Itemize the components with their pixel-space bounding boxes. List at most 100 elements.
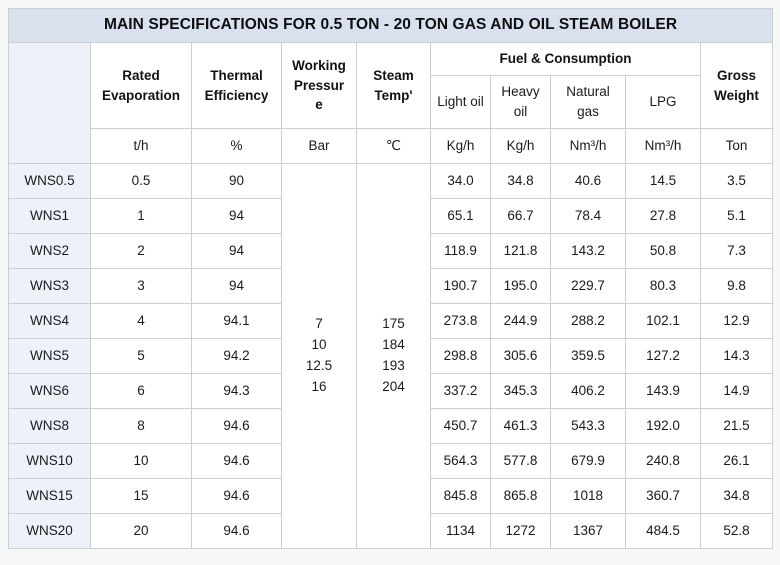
light-oil-cell: 65.1	[430, 198, 491, 234]
natural-gas-cell: 679.9	[550, 443, 626, 479]
thermal-efficiency-cell: 94.6	[191, 513, 282, 549]
thermal-efficiency-cell: 94.3	[191, 373, 282, 409]
heavy-oil-cell: 244.9	[490, 303, 551, 339]
heavy-oil-cell: 865.8	[490, 478, 551, 514]
col-header-fuel-consumption: Fuel & Consumption	[430, 42, 701, 76]
heavy-oil-cell: 1272	[490, 513, 551, 549]
light-oil-cell: 118.9	[430, 233, 491, 269]
table-row: WNS6 6 94.3 337.2 345.3 406.2 143.9 14.9	[8, 373, 774, 409]
table-row: WNS15 15 94.6 845.8 865.8 1018 360.7 34.…	[8, 478, 774, 514]
col-header-light-oil: Light oil	[430, 75, 491, 129]
thermal-efficiency-cell: 94.6	[191, 408, 282, 444]
lpg-cell: 484.5	[625, 513, 701, 549]
col-header-gross-weight: Gross Weight	[699, 42, 774, 129]
natural-gas-cell: 40.6	[550, 163, 626, 199]
table-row: WNS5 5 94.2 298.8 305.6 359.5 127.2 14.3	[8, 338, 774, 374]
rated-evaporation-cell: 15	[90, 478, 192, 514]
heavy-oil-cell: 34.8	[490, 163, 551, 199]
units-row: t/h % Bar ℃ Kg/h Kg/h Nm³/h Nm³/h Ton	[9, 128, 774, 164]
col-header-natural-gas: Natural gas	[550, 75, 626, 129]
model-cell: WNS4	[8, 303, 91, 339]
model-cell: WNS5	[8, 338, 91, 374]
rated-evaporation-cell: 6	[90, 373, 192, 409]
lpg-cell: 192.0	[625, 408, 701, 444]
light-oil-cell: 564.3	[430, 443, 491, 479]
natural-gas-cell: 1018	[550, 478, 626, 514]
unit-heavy-oil: Kg/h	[490, 128, 551, 164]
lpg-cell: 80.3	[625, 268, 701, 304]
light-oil-cell: 337.2	[430, 373, 491, 409]
lpg-cell: 102.1	[625, 303, 701, 339]
unit-natural-gas: Nm³/h	[550, 128, 626, 164]
gross-weight-cell: 9.8	[699, 268, 774, 304]
natural-gas-cell: 78.4	[550, 198, 626, 234]
lpg-cell: 127.2	[625, 338, 701, 374]
model-cell: WNS20	[8, 513, 91, 549]
thermal-efficiency-cell: 94	[191, 233, 282, 269]
light-oil-cell: 190.7	[430, 268, 491, 304]
gross-weight-cell: 3.5	[699, 163, 774, 199]
model-cell: WNS6	[8, 373, 91, 409]
light-oil-cell: 273.8	[430, 303, 491, 339]
natural-gas-cell: 543.3	[550, 408, 626, 444]
heavy-oil-cell: 577.8	[490, 443, 551, 479]
table-row: WNS10 10 94.6 564.3 577.8 679.9 240.8 26…	[8, 443, 774, 479]
model-cell: WNS2	[8, 233, 91, 269]
lpg-cell: 143.9	[625, 373, 701, 409]
table-title-row: MAIN SPECIFICATIONS FOR 0.5 TON - 20 TON…	[7, 8, 774, 43]
light-oil-cell: 298.8	[430, 338, 491, 374]
thermal-efficiency-cell: 94.6	[191, 478, 282, 514]
unit-gross-weight: Ton	[699, 128, 774, 164]
natural-gas-cell: 288.2	[550, 303, 626, 339]
light-oil-cell: 34.0	[430, 163, 491, 199]
model-cell: WNS1	[8, 198, 91, 234]
heavy-oil-cell: 121.8	[490, 233, 551, 269]
table-row: WNS4 4 94.1 273.8 244.9 288.2 102.1 12.9	[8, 303, 774, 339]
heavy-oil-cell: 195.0	[490, 268, 551, 304]
model-cell: WNS0.5	[8, 163, 91, 199]
gross-weight-cell: 21.5	[699, 408, 774, 444]
unit-light-oil: Kg/h	[430, 128, 491, 164]
model-cell: WNS10	[8, 443, 91, 479]
natural-gas-cell: 359.5	[550, 338, 626, 374]
table-row: WNS20 20 94.6 1134 1272 1367 484.5 52.8	[8, 513, 774, 549]
rated-evaporation-cell: 1	[90, 198, 192, 234]
light-oil-cell: 1134	[430, 513, 491, 549]
gross-weight-cell: 14.9	[699, 373, 774, 409]
rated-evaporation-cell: 8	[90, 408, 192, 444]
unit-rated-evaporation: t/h	[90, 128, 192, 164]
rated-evaporation-cell: 0.5	[90, 163, 192, 199]
natural-gas-cell: 229.7	[550, 268, 626, 304]
working-pressure-values: 7 10 12.5 16	[281, 163, 357, 549]
thermal-efficiency-cell: 94.1	[191, 303, 282, 339]
table-row: WNS2 2 94 118.9 121.8 143.2 50.8 7.3	[8, 233, 774, 269]
heavy-oil-cell: 461.3	[490, 408, 551, 444]
thermal-efficiency-cell: 94.6	[191, 443, 282, 479]
light-oil-cell: 450.7	[430, 408, 491, 444]
lpg-cell: 360.7	[625, 478, 701, 514]
rated-evaporation-cell: 20	[90, 513, 192, 549]
unit-thermal-efficiency: %	[191, 128, 282, 164]
table-row: WNS3 3 94 190.7 195.0 229.7 80.3 9.8	[8, 268, 774, 304]
gross-weight-cell: 26.1	[699, 443, 774, 479]
heavy-oil-cell: 66.7	[490, 198, 551, 234]
unit-working-pressure: Bar	[281, 128, 357, 164]
gross-weight-cell: 34.8	[699, 478, 774, 514]
heavy-oil-cell: 305.6	[490, 338, 551, 374]
natural-gas-cell: 143.2	[550, 233, 626, 269]
rated-evaporation-cell: 5	[90, 338, 192, 374]
model-cell: WNS3	[8, 268, 91, 304]
model-column-header	[8, 42, 91, 164]
rated-evaporation-cell: 3	[90, 268, 192, 304]
header-row-fuel-types: Light oil Heavy oil Natural gas LPG	[9, 75, 773, 129]
table-row: WNS8 8 94.6 450.7 461.3 543.3 192.0 21.5	[8, 408, 774, 444]
gross-weight-cell: 52.8	[699, 513, 774, 549]
thermal-efficiency-cell: 94	[191, 198, 282, 234]
unit-steam-temp: ℃	[356, 128, 431, 164]
table-row: WNS1 1 94 65.1 66.7 78.4 27.8 5.1	[8, 198, 774, 234]
unit-lpg: Nm³/h	[625, 128, 701, 164]
model-cell: WNS8	[8, 408, 91, 444]
col-header-heavy-oil: Heavy oil	[490, 75, 551, 129]
lpg-cell: 27.8	[625, 198, 701, 234]
